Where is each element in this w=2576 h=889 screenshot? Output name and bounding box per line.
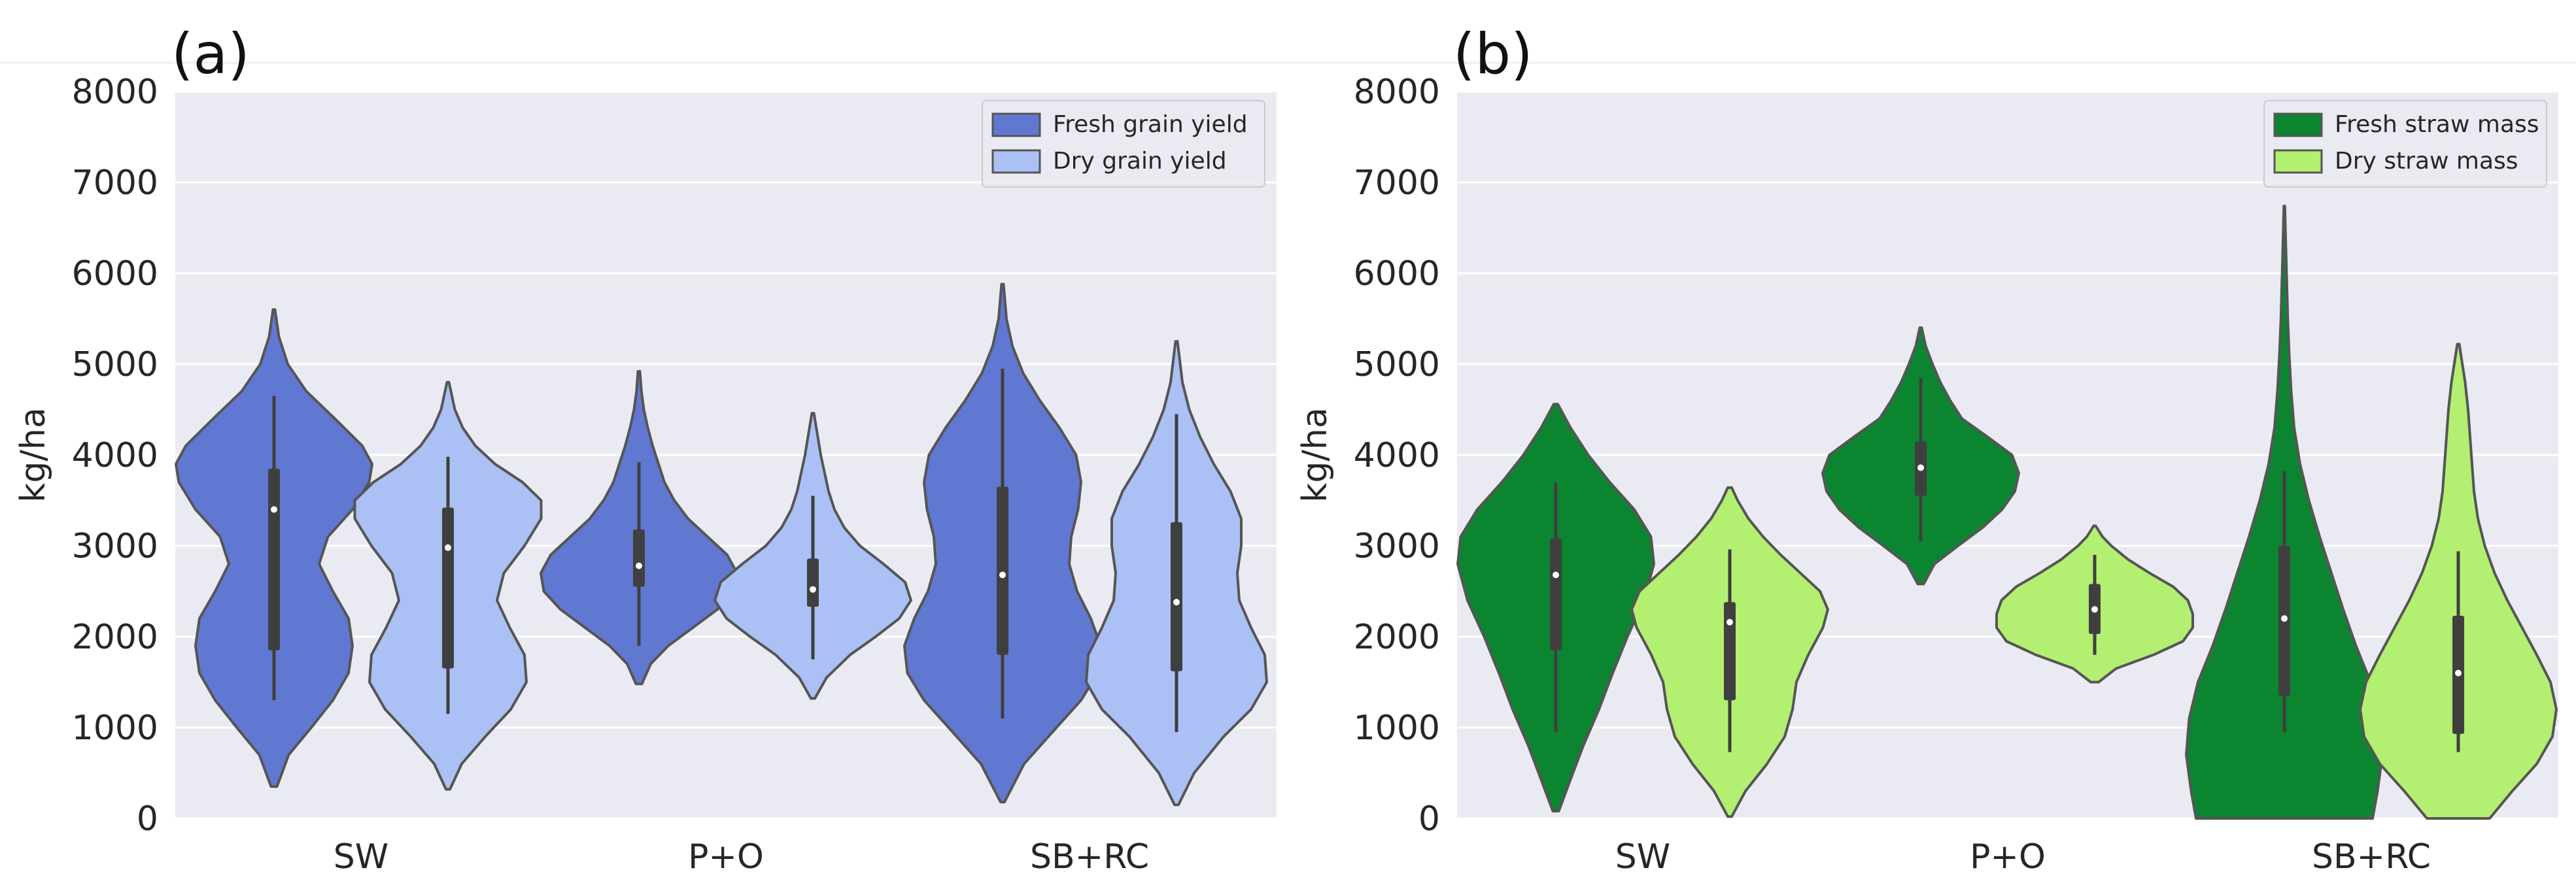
legend-swatch (2273, 112, 2323, 137)
violin-iqr-box (807, 558, 819, 607)
violin-fresh-grain-yield-sbrc (903, 282, 1102, 803)
y-tick-label: 3000 (1354, 527, 1440, 566)
violin-median-point (1917, 464, 1924, 471)
violin-fresh-grain-yield-sw (175, 308, 373, 788)
violin-dry-grain-yield-sbrc (1085, 340, 1268, 807)
violin-median-point (271, 506, 277, 513)
legend-swatch (2273, 149, 2323, 174)
y-tick-label: 8000 (72, 73, 158, 112)
y-tick-label: 3000 (72, 527, 158, 566)
violin-median-point (636, 562, 642, 569)
legend-label: Fresh straw mass (2335, 111, 2539, 138)
violin-fresh-straw-mass-sw (1456, 403, 1655, 813)
x-tick-label: P+O (1970, 837, 2046, 877)
violin-fresh-straw-mass-sbrc (2185, 205, 2384, 820)
x-tick-label: SB+RC (2312, 837, 2431, 877)
x-tick-label: P+O (688, 837, 764, 877)
panel-label: (a) (171, 22, 250, 87)
y-tick-label: 1000 (1354, 709, 1440, 748)
violin-median-point (999, 571, 1006, 579)
violin-fresh-straw-mass-po (1821, 326, 2020, 586)
y-tick-label: 7000 (72, 163, 158, 203)
y-tick-label: 5000 (1354, 345, 1440, 384)
y-tick-label: 4000 (1354, 436, 1440, 475)
violin-iqr-box (268, 468, 280, 650)
x-tick-label: SW (334, 837, 388, 877)
y-tick-label: 7000 (1354, 163, 1440, 203)
y-tick-label: 0 (137, 799, 158, 839)
violin-dry-straw-mass-sw (1630, 486, 1829, 818)
violin-median-point (1726, 618, 1733, 626)
y-axis-label: kg/ha (14, 407, 53, 502)
violin-iqr-box (1724, 602, 1736, 701)
legend-label: Fresh grain yield (1053, 111, 1248, 138)
x-tick-label: SB+RC (1030, 837, 1149, 877)
y-tick-label: 0 (1418, 799, 1440, 839)
y-tick-label: 2000 (1354, 618, 1440, 657)
legend-swatch (991, 149, 1041, 174)
legend: Fresh grain yield Dry grain yield (982, 100, 1265, 188)
legend-label: Dry grain yield (1053, 148, 1227, 175)
violin-median-point (1553, 571, 1559, 579)
violin-median-point (2455, 669, 2462, 677)
y-tick-label: 6000 (72, 254, 158, 294)
panel-b: 0 1000 2000 3000 4000 5000 6000 7000 8000 kg/ha (b… (1296, 22, 2558, 877)
violin-median-point (2091, 606, 2098, 613)
legend-swatch (991, 112, 1041, 137)
violin-iqr-box (997, 486, 1008, 655)
violin-iqr-box (1550, 538, 1562, 650)
violin-iqr-box (442, 507, 454, 669)
violin-median-point (1173, 599, 1180, 606)
violin-dry-straw-mass-po (1995, 524, 2194, 684)
legend: Fresh straw mass Dry straw mass (2263, 100, 2547, 188)
legend-box (2263, 100, 2547, 188)
panel-a: 0 1000 2000 3000 4000 5000 6000 7000 8000 kg/ha (a… (14, 22, 1277, 877)
y-tick-label: 5000 (72, 345, 158, 384)
violin-iqr-box (633, 529, 645, 587)
violin-iqr-box (1171, 522, 1182, 671)
violin-median-point (810, 586, 816, 593)
violin-dry-grain-yield-sw (353, 380, 543, 791)
violin-median-point (445, 544, 451, 551)
violin-dry-grain-yield-po (713, 412, 912, 700)
panel-label: (b) (1453, 22, 1533, 87)
violin-dry-straw-mass-sbrc (2359, 343, 2558, 820)
y-axis-label: kg/ha (1296, 407, 1335, 502)
y-tick-label: 6000 (1354, 254, 1440, 294)
y-tick-label: 2000 (72, 618, 158, 657)
y-tick-label: 1000 (72, 709, 158, 748)
violin-median-point (2281, 615, 2288, 622)
legend-box (982, 100, 1265, 188)
x-tick-label: SW (1615, 837, 1670, 877)
y-tick-label: 4000 (72, 436, 158, 475)
y-tick-label: 8000 (1354, 73, 1440, 112)
legend-label: Dry straw mass (2335, 148, 2518, 175)
